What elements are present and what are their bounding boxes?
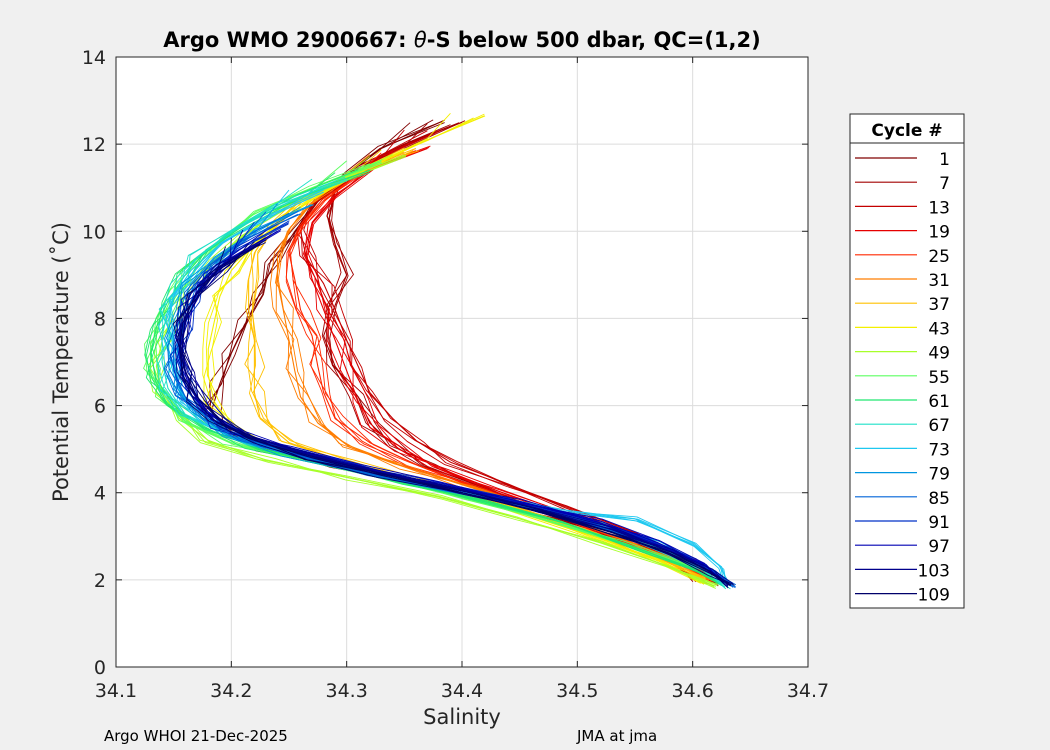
series-line-cycle-49-variant	[154, 156, 718, 585]
legend-title: Cycle #	[871, 121, 942, 141]
legend-label: 49	[928, 344, 950, 364]
legend-label: 97	[928, 537, 950, 557]
legend-entries: 1 7 13 19 25 31 37 43 49 55 61 67 73 79 85 91 97 103 109	[855, 150, 950, 606]
x-tick-label: 34.7	[787, 680, 829, 702]
footer-right: JMA at jma	[576, 727, 657, 745]
legend-label: 19	[928, 223, 950, 243]
series-line-cycle-67	[161, 178, 728, 587]
y-tick-label: 8	[94, 308, 106, 330]
series-line-cycle-55-variant	[149, 160, 723, 586]
x-tick-label: 34.3	[326, 680, 368, 702]
x-tick-label: 34.6	[672, 680, 714, 702]
y-tick-label: 10	[82, 221, 106, 243]
legend-label: 73	[928, 440, 950, 460]
legend-box	[849, 113, 965, 609]
ticks	[115, 56, 809, 668]
legend-label: 37	[928, 295, 950, 315]
series-line-cycle-1-variant	[220, 120, 718, 584]
legend-label: 79	[928, 465, 950, 485]
legend-label: 7	[939, 174, 950, 194]
y-tick-label: 0	[94, 657, 106, 679]
legend-label: 109	[918, 586, 950, 606]
legend-label: 85	[928, 489, 950, 509]
legend-label: 43	[928, 319, 950, 339]
series-line-cycle-13-variant	[296, 130, 710, 580]
footer-left: Argo WHOI 21-Dec-2025	[104, 727, 288, 745]
y-tick-label: 14	[82, 47, 106, 69]
legend-label: 31	[928, 271, 950, 291]
y-tick-labels: 0 2 4 6 8 10 12 14	[82, 47, 106, 679]
x-tick-label: 34.1	[95, 680, 137, 702]
legend-label: 13	[928, 198, 950, 218]
series-line-cycle-55-variant	[155, 162, 720, 583]
legend-label: 103	[918, 561, 950, 581]
y-tick-label: 2	[94, 570, 106, 592]
series-line-cycle-73-variant	[165, 189, 725, 583]
x-tick-label: 34.4	[441, 680, 483, 702]
y-tick-label: 4	[94, 483, 106, 505]
x-tick-label: 34.5	[556, 680, 598, 702]
legend-label: 67	[928, 416, 950, 436]
y-axis-label: Potential Temperature (˚C)	[49, 222, 73, 502]
legend-label: 25	[928, 247, 950, 267]
series-layer	[143, 113, 737, 590]
y-tick-label: 12	[82, 134, 106, 156]
x-tick-labels: 34.1 34.2 34.3 34.4 34.5 34.6 34.7	[95, 680, 829, 702]
series-line-cycle-109-variant	[175, 241, 732, 586]
legend-label: 61	[928, 392, 950, 412]
series-line-cycle-109-variant	[181, 244, 730, 584]
legend: Cycle # 1 7 13 19 25 31 37 43 49 55 61 67 73 79 85 91 97…	[849, 113, 965, 609]
y-tick-label: 6	[94, 396, 106, 418]
legend-label: 1	[939, 150, 950, 170]
legend-label: 55	[928, 368, 950, 388]
x-tick-label: 34.2	[210, 680, 252, 702]
series-line-cycle-61-variant	[145, 172, 721, 583]
series-line-cycle-67-variant	[155, 180, 727, 590]
x-axis-label: Salinity	[423, 705, 501, 729]
legend-label: 91	[928, 513, 950, 533]
chart-title: Argo WMO 2900667: θ-S below 500 dbar, QC…	[163, 28, 760, 52]
